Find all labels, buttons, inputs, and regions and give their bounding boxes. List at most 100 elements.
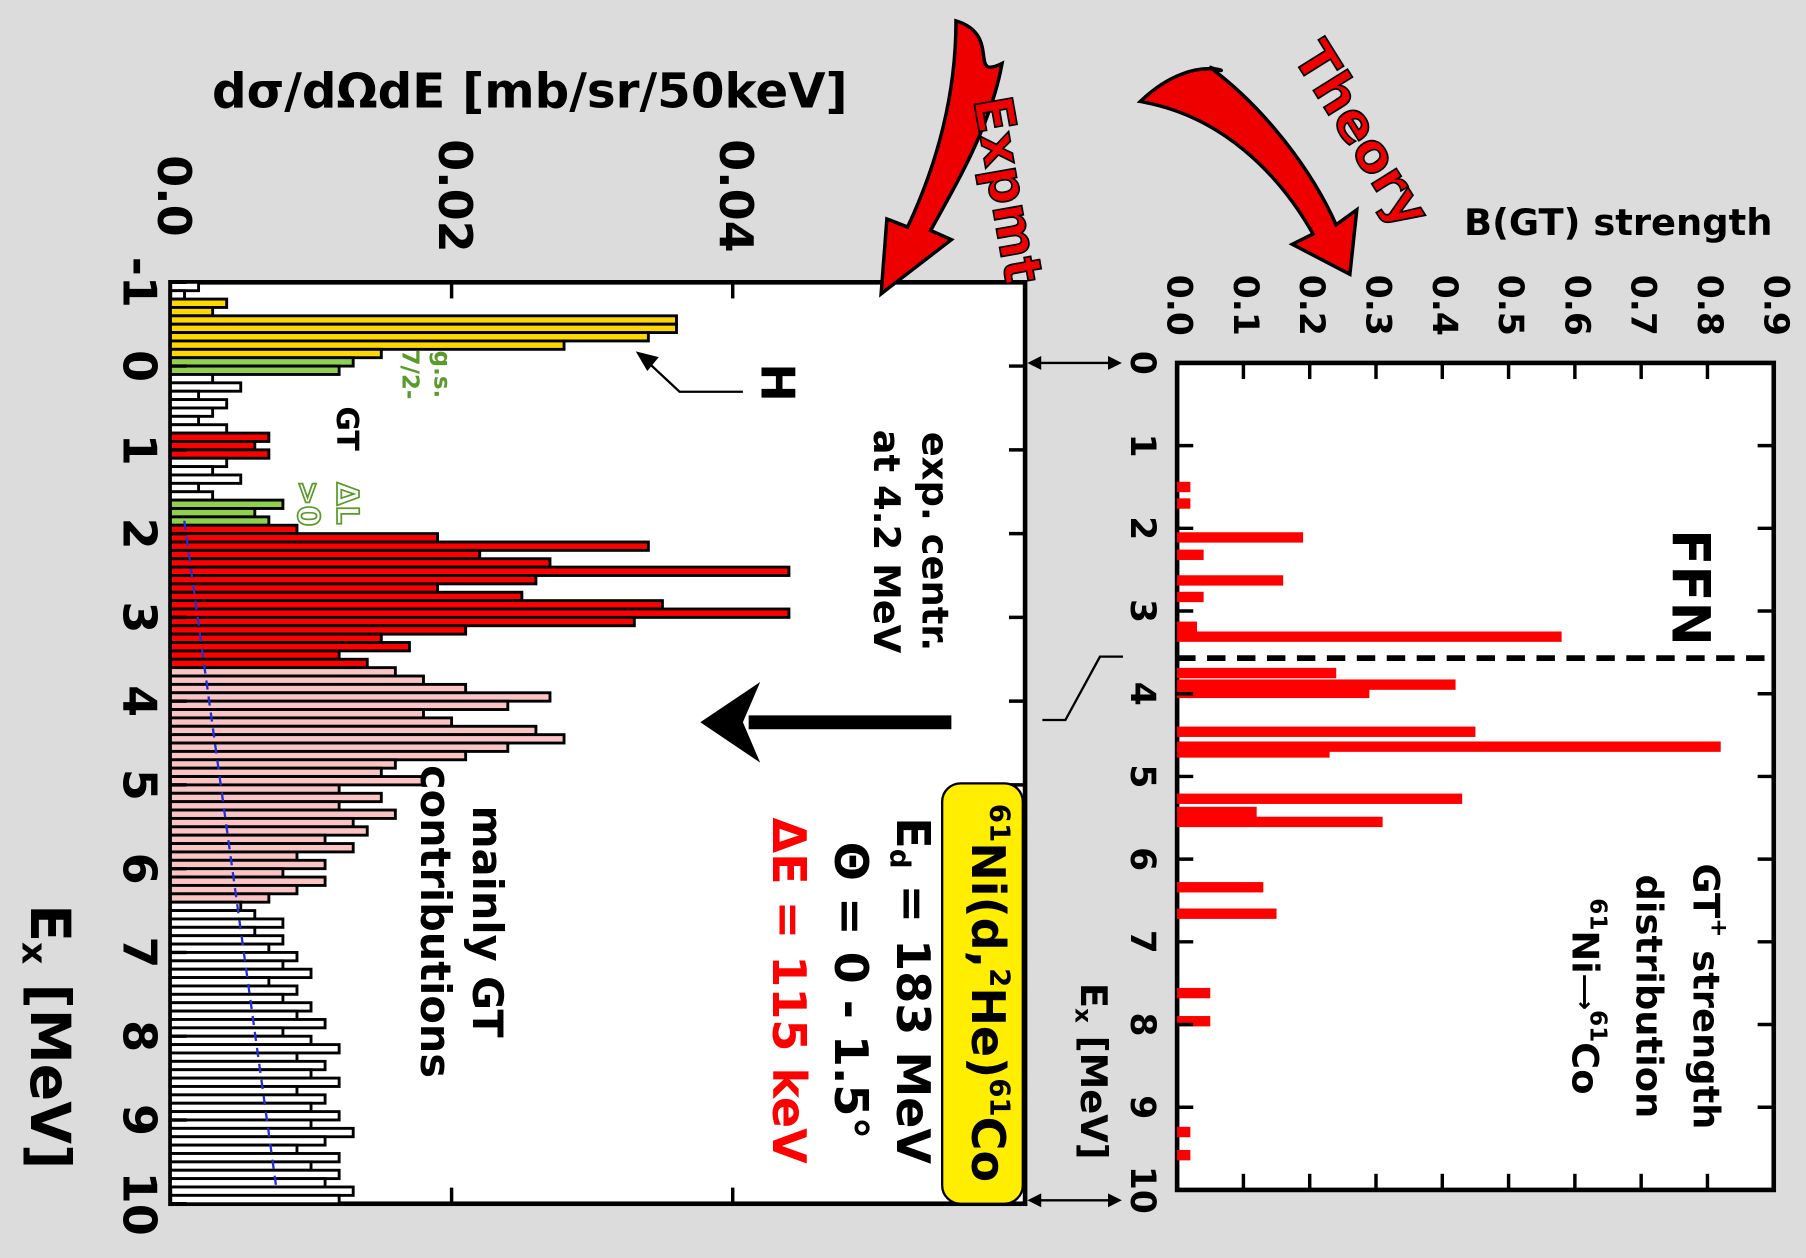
x-tick-label: 3 xyxy=(1122,599,1162,623)
bar xyxy=(1177,1150,1191,1161)
bar xyxy=(1177,481,1191,493)
bar xyxy=(1177,747,1330,758)
y-tick-label: 0.7 xyxy=(1623,275,1663,336)
t: GT xyxy=(1685,863,1728,918)
t: E xyxy=(886,817,940,848)
y-tick-label: 0.3 xyxy=(1358,275,1398,336)
x-tick-label: 6 xyxy=(1122,847,1162,871)
label-dl: >0 xyxy=(290,480,325,526)
y-tick-label: 0.0 xyxy=(1159,275,1199,336)
bar xyxy=(1177,532,1304,543)
label-main: contributions xyxy=(411,765,459,1078)
y-tick-label: 0.4 xyxy=(1424,275,1464,336)
x-tick-label: 0 xyxy=(112,350,166,382)
t: + xyxy=(1706,918,1732,937)
theory-arrow xyxy=(1136,65,1359,277)
label-gs: g.s. xyxy=(429,351,455,399)
t: strength xyxy=(1685,937,1728,1129)
bar xyxy=(1177,806,1257,818)
label-centroid: at 4.2 MeV xyxy=(865,430,908,654)
pointer-head xyxy=(635,351,659,371)
bar xyxy=(1177,575,1284,586)
x-tick-label: 4 xyxy=(112,685,166,717)
dist-title: GT+ strength xyxy=(1685,863,1732,1129)
t: Co xyxy=(961,1117,1015,1182)
x-tick-label: 7 xyxy=(1122,930,1162,954)
t: ⟶ xyxy=(1571,974,1601,1010)
y-tick-label: 0.02 xyxy=(428,139,482,253)
bar xyxy=(1177,679,1456,690)
left-y-title: dσ/dΩdE [mb/sr/50keV] xyxy=(212,64,848,120)
y-tick-label: 0.9 xyxy=(1755,275,1795,336)
y-tick-label: 0.0 xyxy=(147,155,201,237)
x-tick-label: 2 xyxy=(1122,516,1162,540)
connector-heads xyxy=(1027,356,1122,1208)
x-tick-label: 1 xyxy=(1122,434,1162,458)
x-tick-label: 0 xyxy=(1122,351,1162,375)
bar xyxy=(1177,498,1191,509)
right-y-title: B(GT) strength xyxy=(1464,201,1772,244)
t: He) xyxy=(961,987,1015,1078)
reaction-box xyxy=(941,782,1024,1205)
label-dl: ΔL xyxy=(329,482,364,524)
label-h: H xyxy=(751,363,805,402)
pointer xyxy=(644,358,743,393)
t: = 183 MeV xyxy=(886,868,940,1164)
bar xyxy=(1177,631,1562,642)
y-tick-label: 0.04 xyxy=(709,139,763,253)
label-gt: GT xyxy=(329,406,364,451)
label-spin: 7/2- xyxy=(396,349,422,399)
x-tick-label: 5 xyxy=(1122,764,1162,788)
right-plot-area xyxy=(1174,360,1777,1193)
dist-title: distribution xyxy=(1628,875,1671,1119)
t: 61 xyxy=(1585,1010,1611,1042)
bar xyxy=(1177,816,1383,828)
t: 61 xyxy=(984,1078,1017,1116)
x-tick-label: 8 xyxy=(112,1020,166,1052)
x-tick-label: 5 xyxy=(112,769,166,801)
centroid-arrow-head xyxy=(700,681,761,763)
expmt-arrow xyxy=(879,18,1005,298)
bar xyxy=(1177,667,1337,679)
arrow-head xyxy=(1108,1193,1122,1208)
t: x xyxy=(1070,1008,1096,1023)
x-tick-label: 6 xyxy=(112,853,166,885)
t: x xyxy=(14,942,54,964)
left-x-title: Ex [MeV] xyxy=(14,904,81,1169)
bar xyxy=(1177,882,1264,893)
bar xyxy=(1177,621,1198,632)
label-ffn: FFN xyxy=(1660,529,1721,646)
right-x-title: Ex [MeV] xyxy=(1070,983,1115,1160)
t: [MeV] xyxy=(17,964,81,1169)
connectors xyxy=(1034,361,1123,1202)
y-tick-label: 0.2 xyxy=(1291,275,1331,336)
bar xyxy=(1177,1126,1191,1138)
reaction: 61Ni(d,2He)61Co xyxy=(961,804,1016,1182)
bar xyxy=(1177,741,1721,752)
hist-bar xyxy=(169,1193,341,1206)
y-tick-label: 0.8 xyxy=(1689,275,1729,336)
t: Ni(d, xyxy=(961,842,1015,968)
dist-title: 61Ni⟶61Co xyxy=(1564,898,1611,1094)
x-tick-label: 8 xyxy=(1122,1012,1162,1036)
t: Co xyxy=(1564,1042,1607,1094)
bar xyxy=(1177,793,1463,804)
t: E xyxy=(17,904,81,942)
marks xyxy=(168,280,1776,1206)
x-tick-label: 10 xyxy=(112,1172,166,1236)
arrow-head xyxy=(1027,1193,1042,1208)
x-tick-label: 10 xyxy=(1122,1166,1162,1214)
t: 61 xyxy=(1585,898,1611,930)
bar xyxy=(1177,1016,1211,1027)
bar xyxy=(1177,987,1211,999)
energy: Ed = 183 MeV xyxy=(883,817,940,1164)
t: [MeV] xyxy=(1072,1023,1115,1160)
y-tick-label: 0.1 xyxy=(1225,275,1265,336)
bar xyxy=(1177,549,1204,560)
y-tick-label: 0.5 xyxy=(1490,275,1530,336)
x-tick-label: 3 xyxy=(112,601,166,633)
hist-bar xyxy=(169,473,243,485)
t: Ni xyxy=(1564,930,1607,973)
bar xyxy=(1177,726,1476,737)
